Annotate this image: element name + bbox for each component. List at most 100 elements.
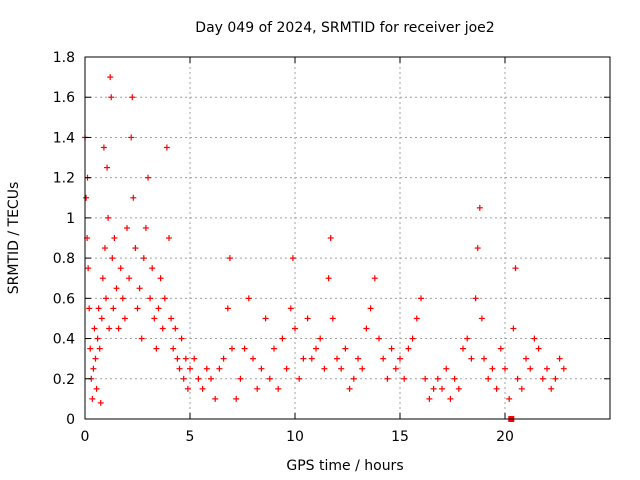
data-point [121, 315, 128, 322]
data-point [460, 345, 466, 352]
data-point [174, 355, 181, 362]
data-point [208, 375, 214, 382]
data-point [98, 315, 105, 322]
axis-ticks: 0 0.2 0.4 0.6 0.8 1 1.2 1.4 1.6 1.8 0 5 10 15 20 [53, 50, 610, 445]
y-tick-label: 1.8 [53, 50, 75, 66]
data-point [485, 375, 492, 382]
y-tick-label: 0.2 [53, 372, 75, 388]
x-tick-label: 5 [186, 429, 195, 445]
data-point [191, 355, 198, 362]
y-tick-label: 0.8 [53, 251, 75, 267]
data-point [426, 395, 433, 402]
data-point [497, 345, 504, 352]
data-point [180, 375, 187, 382]
data-point [157, 275, 164, 282]
data-point [409, 335, 416, 342]
data-point [535, 345, 542, 352]
grid [85, 57, 610, 419]
data-point [447, 395, 454, 402]
data-point [367, 305, 374, 312]
data-point [279, 335, 286, 342]
data-point [99, 275, 106, 282]
data-point [124, 224, 130, 231]
data-point [489, 365, 496, 372]
data-point [170, 345, 177, 352]
data-point [262, 315, 269, 322]
data-point [275, 385, 282, 392]
data-point [283, 365, 290, 372]
data-point [430, 385, 437, 392]
data-point [405, 345, 412, 352]
data-point [103, 295, 109, 302]
data-point [531, 335, 538, 342]
data-point [91, 325, 98, 332]
x-tick-label: 0 [81, 429, 90, 445]
data-point [92, 355, 99, 362]
data-point [384, 375, 391, 382]
data-point [95, 305, 102, 312]
data-point [111, 235, 118, 241]
data-point [149, 265, 156, 272]
data-point [134, 305, 141, 312]
data-point [224, 305, 231, 312]
data-point [130, 194, 137, 201]
data-point [401, 375, 408, 382]
y-tick-label: 1.2 [53, 171, 75, 187]
data-point [451, 375, 458, 382]
data-point [292, 325, 298, 332]
data-point [115, 325, 122, 332]
data-point [476, 204, 483, 211]
data-point [178, 335, 185, 342]
data-point [168, 315, 175, 322]
data-point [321, 365, 328, 372]
data-point [325, 275, 332, 282]
data-point [413, 315, 420, 322]
data-point [342, 345, 349, 352]
data-point [199, 385, 206, 392]
data-point [376, 335, 382, 342]
data-point [109, 255, 116, 262]
data-point [544, 365, 550, 372]
data-point [363, 325, 370, 332]
data-point [110, 305, 117, 312]
data-point [212, 395, 219, 402]
data-point [548, 385, 555, 392]
data-point [422, 375, 429, 382]
data-point [90, 365, 97, 372]
data-point [245, 295, 252, 302]
data-point [474, 245, 481, 252]
data-point [89, 395, 96, 402]
data-point [523, 355, 529, 362]
data-point [258, 365, 265, 372]
data-point [163, 144, 170, 151]
data-point [136, 285, 143, 292]
data-point [250, 355, 256, 362]
data-point [355, 355, 361, 362]
data-point [128, 134, 135, 141]
data-point [266, 375, 273, 382]
data-point [151, 315, 158, 322]
data-point [359, 365, 366, 372]
data-point [104, 164, 111, 171]
data-point [96, 345, 103, 352]
data-point [304, 315, 311, 322]
data-point [296, 375, 303, 382]
data-point [556, 355, 563, 362]
data-point [216, 365, 223, 372]
y-tick-label: 0.6 [53, 291, 75, 307]
data-point [138, 335, 145, 342]
plot-frame [84, 56, 611, 420]
data-point [220, 355, 227, 362]
x-axis-label: GPS time / hours [286, 458, 403, 474]
data-point [241, 345, 248, 352]
data-point [518, 385, 525, 392]
data-point [329, 315, 336, 322]
x-tick-label: 15 [391, 429, 409, 445]
data-point [552, 375, 559, 382]
data-point [166, 235, 172, 241]
y-axis-label: SRMTID / TECUs [6, 182, 22, 295]
data-point [317, 335, 324, 342]
data-point [182, 355, 189, 362]
data-point [237, 375, 244, 382]
data-point [493, 385, 500, 392]
